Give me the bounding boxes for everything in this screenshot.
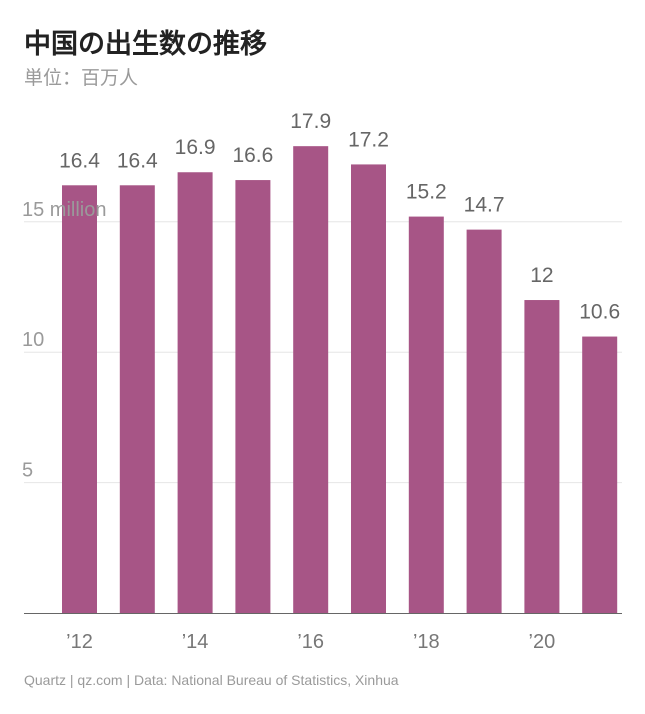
- bar: [235, 180, 271, 613]
- x-axis-ticks: ’12 ’14 ’16 ’18 ’20: [66, 631, 555, 653]
- y-axis-ticks: 5 10 15 million: [22, 199, 106, 482]
- x-tick-label: ’18: [413, 631, 440, 653]
- chart-title: 中国の出生数の推移: [24, 29, 267, 60]
- bar: [177, 172, 213, 614]
- bar: [524, 300, 560, 613]
- data-label: 12: [530, 264, 553, 287]
- bar: [293, 146, 329, 613]
- bar: [408, 216, 444, 614]
- data-label: 10.6: [579, 301, 620, 324]
- bar: [582, 336, 618, 613]
- y-tick-label: 10: [22, 329, 44, 351]
- x-tick-label: ’16: [297, 631, 324, 653]
- source-footer: Quartz | qz.com | Data: National Bureau …: [24, 672, 399, 688]
- data-label: 16.4: [59, 149, 100, 172]
- data-label: 17.2: [348, 128, 389, 151]
- data-label: 17.9: [290, 110, 331, 133]
- x-tick-label: ’20: [529, 631, 556, 653]
- bars: [62, 146, 618, 614]
- data-label: 16.6: [232, 144, 273, 167]
- data-labels: 16.4 16.4 16.9 16.6 17.9 17.2 15.2 14.7 12 10.6: [59, 110, 620, 323]
- bar: [351, 164, 386, 613]
- y-tick-label: 5: [22, 460, 33, 482]
- x-tick-label: ’12: [66, 631, 93, 653]
- data-label: 16.4: [117, 149, 158, 172]
- y-tick-label: 15 million: [22, 199, 106, 221]
- bar: [466, 229, 502, 613]
- x-tick-label: ’14: [182, 631, 209, 653]
- chart-subtitle: 単位：百万人: [24, 67, 139, 89]
- data-label: 16.9: [175, 136, 216, 159]
- data-label: 14.7: [464, 194, 505, 217]
- data-label: 15.2: [406, 181, 447, 204]
- bar: [62, 185, 97, 613]
- bar: [119, 185, 155, 613]
